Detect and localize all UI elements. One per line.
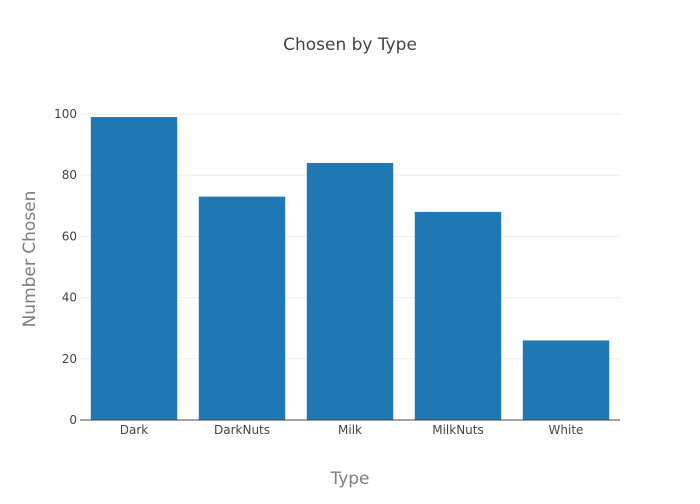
x-tick-label: Dark bbox=[120, 423, 149, 437]
bar-darknuts[interactable] bbox=[198, 196, 286, 420]
y-tick-label: 80 bbox=[62, 168, 77, 182]
bar-white[interactable] bbox=[522, 340, 610, 420]
y-tick-label: 20 bbox=[62, 352, 77, 366]
y-tick-label: 40 bbox=[62, 291, 77, 305]
y-axis-title: Number Chosen bbox=[20, 191, 40, 328]
x-tick-label: MilkNuts bbox=[432, 423, 484, 437]
y-tick-labels: 0 20 40 60 80 100 bbox=[54, 107, 77, 427]
x-tick-label: DarkNuts bbox=[214, 423, 270, 437]
y-tick-label: 100 bbox=[54, 107, 77, 121]
bar-milk[interactable] bbox=[306, 162, 394, 420]
y-tick-label: 0 bbox=[69, 413, 77, 427]
bar-milknuts[interactable] bbox=[414, 211, 502, 420]
x-tick-label: Milk bbox=[338, 423, 362, 437]
bars bbox=[90, 117, 610, 420]
y-tick-label: 60 bbox=[62, 229, 77, 243]
x-tick-label: White bbox=[549, 423, 584, 437]
x-axis-title: Type bbox=[329, 469, 369, 489]
x-tick-labels: Dark DarkNuts Milk MilkNuts White bbox=[120, 423, 584, 437]
bar-dark[interactable] bbox=[90, 117, 178, 420]
chart-title: Chosen by Type bbox=[283, 35, 417, 55]
